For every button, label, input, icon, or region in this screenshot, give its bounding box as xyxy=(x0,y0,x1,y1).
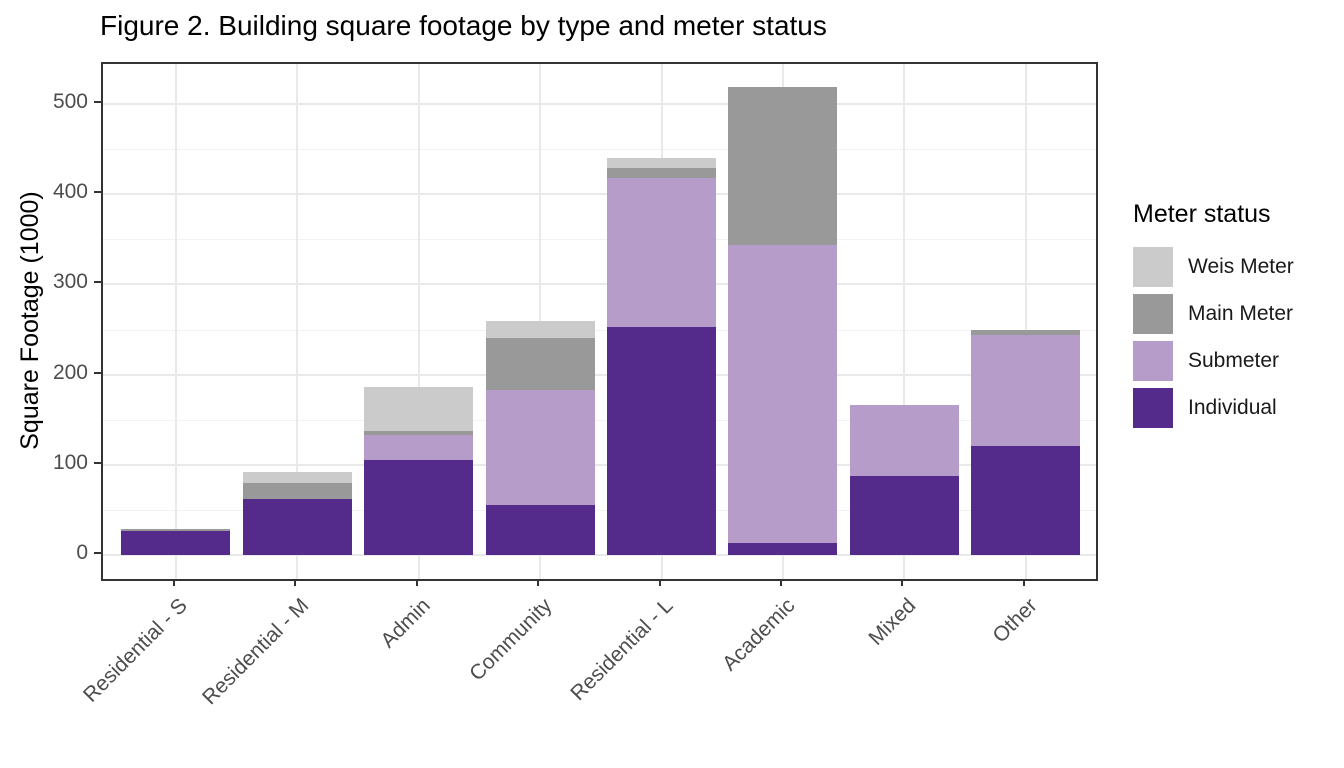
bar-segment-individual xyxy=(728,542,838,556)
legend-item: Weis Meter xyxy=(1133,247,1294,287)
bar-segment-weis-meter xyxy=(485,321,595,338)
minor-gridline xyxy=(103,419,1096,421)
y-tick-mark xyxy=(94,462,102,464)
bar-segment-main-meter xyxy=(607,167,716,178)
bar-segment-main-meter xyxy=(364,430,474,436)
x-tick-label-text: Other xyxy=(988,594,1042,648)
major-gridline xyxy=(103,102,1096,105)
minor-gridline xyxy=(103,329,1096,331)
legend-key-swatch xyxy=(1133,247,1173,287)
legend-key-swatch xyxy=(1133,341,1173,381)
bar-segment-main-meter xyxy=(242,483,352,500)
legend-label: Individual xyxy=(1188,396,1277,419)
y-tick-mark xyxy=(94,371,102,374)
major-gridline xyxy=(103,283,1096,286)
y-tick-label: 0 xyxy=(76,541,88,565)
chart-title: Figure 2. Building square footage by typ… xyxy=(100,10,827,41)
x-tick-label-text: Community xyxy=(464,594,557,686)
vertical-gridline xyxy=(417,64,420,579)
legend-title: Meter status xyxy=(1133,200,1271,228)
x-tick-mark xyxy=(294,579,297,586)
legend-key-swatch xyxy=(1133,388,1173,428)
y-tick-mark xyxy=(94,552,102,555)
legend: Meter status Weis Meter Main Meter Submete… xyxy=(1133,200,1294,435)
x-tick-label-text: Residential - L xyxy=(566,594,678,706)
y-tick-mark xyxy=(94,100,102,103)
bar-segment-individual xyxy=(242,499,352,556)
legend-item: Submeter xyxy=(1133,341,1294,381)
bar-segment-individual xyxy=(121,530,231,556)
y-tick-label: 500 xyxy=(52,89,88,113)
legend-label: Weis Meter xyxy=(1188,255,1294,278)
bar-segment-individual xyxy=(607,326,716,556)
major-gridline xyxy=(103,464,1096,466)
x-tick-label-text: Residential - M xyxy=(198,594,314,710)
y-tick-mark xyxy=(94,191,102,193)
bar-segment-individual xyxy=(849,475,959,556)
bar-segment-submeter xyxy=(728,244,838,543)
vertical-gridline xyxy=(296,64,299,579)
bar-segment-main-meter xyxy=(728,87,838,245)
minor-gridline xyxy=(103,148,1096,150)
x-tick-mark xyxy=(415,579,418,586)
x-tick-mark xyxy=(537,579,540,586)
vertical-gridline xyxy=(174,64,177,579)
y-tick-mark xyxy=(94,281,102,284)
bar-segment-individual xyxy=(364,459,474,556)
x-tick-mark xyxy=(658,579,661,586)
major-gridline xyxy=(103,373,1096,376)
bar-segment-submeter xyxy=(607,177,716,327)
y-tick-label: 200 xyxy=(52,360,88,384)
y-tick-label: 300 xyxy=(52,270,88,294)
x-tick-label-text: Residential - S xyxy=(79,594,193,707)
bar-segment-main-meter xyxy=(971,329,1081,335)
minor-gridline xyxy=(103,510,1096,512)
bar-segment-submeter xyxy=(849,405,959,476)
bar-segment-individual xyxy=(485,504,595,556)
bar-segment-main-meter xyxy=(121,529,231,531)
legend-label: Main Meter xyxy=(1188,302,1294,325)
x-tick-label-text: Admin xyxy=(376,594,435,653)
x-tick-mark xyxy=(779,579,782,586)
bar-segment-submeter xyxy=(485,390,595,505)
x-tick-mark xyxy=(172,579,175,586)
legend-item: Main Meter xyxy=(1133,294,1294,334)
legend-item: Individual xyxy=(1133,388,1294,428)
bar-segment-main-meter xyxy=(485,337,595,390)
legend-label: Submeter xyxy=(1188,349,1280,372)
plot-panel xyxy=(101,62,1098,581)
y-tick-label: 400 xyxy=(52,180,88,203)
vertical-gridline xyxy=(1024,64,1027,579)
y-tick-label: 100 xyxy=(52,451,88,474)
bar-segment-individual xyxy=(971,446,1081,556)
minor-gridline xyxy=(103,239,1096,241)
legend-items: Weis Meter Main Meter Submeter Individual xyxy=(1133,247,1294,428)
bar-segment-weis-meter xyxy=(364,387,474,431)
legend-key-swatch xyxy=(1133,294,1173,334)
x-tick-mark xyxy=(1022,579,1025,586)
bar-segment-submeter xyxy=(364,435,474,460)
x-tick-mark xyxy=(901,579,904,586)
x-tick-label-text: Academic xyxy=(717,594,800,676)
vertical-gridline xyxy=(903,64,906,579)
bar-segment-submeter xyxy=(971,334,1081,446)
major-gridline xyxy=(103,193,1096,195)
bar-segment-weis-meter xyxy=(242,472,352,483)
bar-segment-weis-meter xyxy=(607,157,716,168)
y-axis-title-text: Square Footage (1000) xyxy=(15,190,44,450)
major-gridline xyxy=(103,554,1096,557)
x-tick-label-text: Mixed xyxy=(864,594,921,650)
